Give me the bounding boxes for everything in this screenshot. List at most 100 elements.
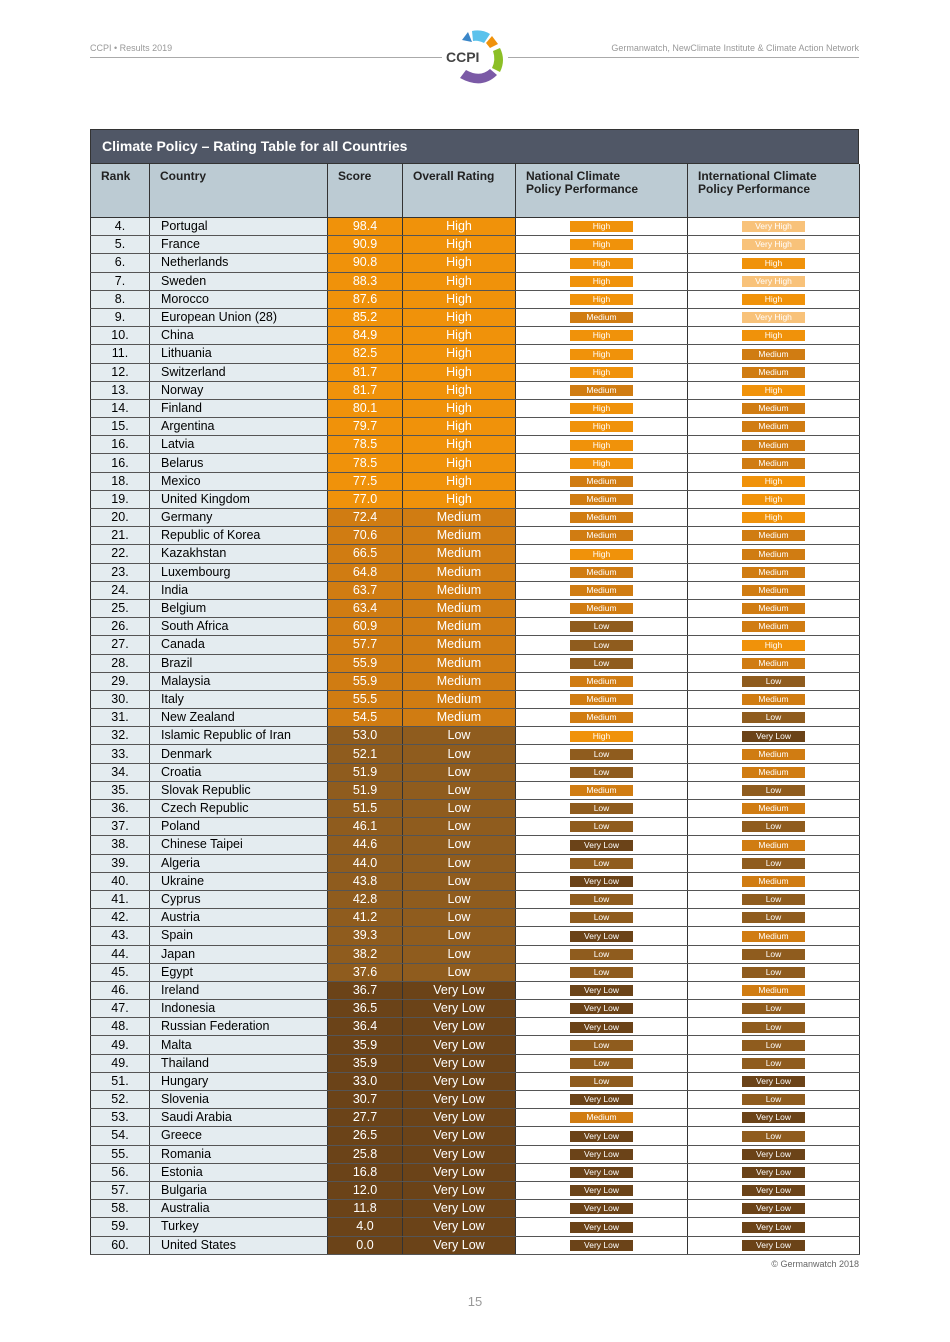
country: Turkey — [149, 1217, 328, 1237]
rank: 26. — [90, 617, 150, 637]
national-rating-badge: Very Low — [570, 1203, 633, 1215]
overall-rating: High — [402, 363, 516, 382]
rank: 25. — [90, 599, 150, 619]
col-country: Country — [149, 164, 328, 218]
international-cell: Low — [687, 999, 860, 1019]
table-row: 57. Bulgaria 12.0 Very Low Very Low Very Low — [90, 1181, 860, 1201]
national-cell: Medium — [515, 672, 688, 691]
national-cell: Medium — [515, 781, 688, 801]
country: Greece — [149, 1126, 328, 1146]
international-cell: Low — [687, 963, 860, 982]
international-cell: Very Low — [687, 1199, 860, 1219]
international-rating-badge: Very Low — [742, 1112, 805, 1124]
national-rating-badge: Very Low — [570, 985, 633, 997]
score: 84.9 — [327, 326, 403, 346]
national-rating-badge: Medium — [570, 566, 633, 578]
score: 12.0 — [327, 1181, 403, 1201]
national-rating-badge: Medium — [570, 603, 633, 615]
rank: 46. — [90, 981, 150, 1001]
country: Brazil — [149, 654, 328, 673]
table-row: 54. Greece 26.5 Very Low Very Low Low — [90, 1126, 860, 1146]
national-rating-badge: Medium — [570, 585, 633, 597]
national-rating-badge: Low — [570, 803, 633, 815]
country: United Kingdom — [149, 490, 328, 510]
national-cell: Low — [515, 635, 688, 655]
score: 77.5 — [327, 472, 403, 491]
country: Sweden — [149, 272, 328, 291]
international-rating-badge: Low — [742, 948, 805, 960]
international-cell: Low — [687, 908, 860, 928]
international-rating-badge: Medium — [742, 366, 805, 378]
country: Czech Republic — [149, 799, 328, 819]
country: Denmark — [149, 744, 328, 764]
country: Slovak Republic — [149, 781, 328, 801]
international-rating-badge: Medium — [742, 421, 805, 433]
table-row: 35. Slovak Republic 51.9 Low Medium Low — [90, 781, 860, 801]
country: Ukraine — [149, 872, 328, 891]
international-rating-badge: Medium — [742, 548, 805, 560]
table-row: 18. Mexico 77.5 High Medium High — [90, 472, 860, 491]
international-cell: Medium — [687, 872, 860, 891]
overall-rating: Medium — [402, 654, 516, 673]
international-rating-badge: High — [742, 330, 805, 342]
national-cell: Very Low — [515, 1236, 688, 1255]
international-cell: Very High — [687, 235, 860, 255]
rank: 58. — [90, 1199, 150, 1219]
international-cell: Low — [687, 1126, 860, 1146]
national-cell: Low — [515, 854, 688, 873]
table-row: 21. Republic of Korea 70.6 Medium Medium Medi… — [90, 526, 860, 546]
table-row: 14. Finland 80.1 High High Medium — [90, 399, 860, 419]
score: 11.8 — [327, 1199, 403, 1219]
overall-rating: Low — [402, 744, 516, 764]
national-rating-badge: Medium — [570, 712, 633, 724]
international-rating-badge: Medium — [742, 803, 805, 815]
international-cell: Medium — [687, 799, 860, 819]
header-divider — [90, 57, 442, 58]
international-rating-badge: High — [742, 494, 805, 506]
overall-rating: Low — [402, 963, 516, 982]
table-row: 43. Spain 39.3 Low Very Low Medium — [90, 926, 860, 946]
rank: 4. — [90, 217, 150, 237]
overall-rating: Very Low — [402, 1217, 516, 1237]
national-cell: Low — [515, 763, 688, 782]
international-cell: Very Low — [687, 1217, 860, 1237]
international-rating-badge: Medium — [742, 530, 805, 542]
score: 43.8 — [327, 872, 403, 891]
country: Indonesia — [149, 999, 328, 1019]
overall-rating: Low — [402, 799, 516, 819]
page-number: 15 — [467, 1294, 483, 1309]
national-cell: Very Low — [515, 1181, 688, 1201]
international-cell: Low — [687, 945, 860, 964]
overall-rating: Medium — [402, 526, 516, 546]
overall-rating: Very Low — [402, 1145, 516, 1164]
publisher-label: Germanwatch, NewClimate Institute & Clim… — [611, 43, 859, 53]
table-row: 16. Latvia 78.5 High High Medium — [90, 435, 860, 455]
national-cell: Low — [515, 654, 688, 673]
national-cell: Very Low — [515, 999, 688, 1019]
country: Lithuania — [149, 344, 328, 364]
international-cell: Low — [687, 854, 860, 873]
table-row: 25. Belgium 63.4 Medium Medium Medium — [90, 599, 860, 619]
score: 30.7 — [327, 1090, 403, 1110]
country: Republic of Korea — [149, 526, 328, 546]
country: Egypt — [149, 963, 328, 982]
rank: 45. — [90, 963, 150, 982]
overall-rating: Very Low — [402, 1163, 516, 1182]
country: Argentina — [149, 417, 328, 437]
overall-rating: High — [402, 235, 516, 255]
col-international: International Climate Policy Performance — [687, 164, 860, 218]
table-row: 56. Estonia 16.8 Very Low Very Low Very Low — [90, 1163, 860, 1182]
table-row: 46. Ireland 36.7 Very Low Very Low Medium — [90, 981, 860, 1001]
overall-rating: High — [402, 417, 516, 437]
rank: 28. — [90, 654, 150, 673]
country: Malta — [149, 1035, 328, 1055]
score: 4.0 — [327, 1217, 403, 1237]
international-cell: Low — [687, 1090, 860, 1110]
country: France — [149, 235, 328, 255]
rank: 16. — [90, 453, 150, 473]
score: 25.8 — [327, 1145, 403, 1164]
table-row: 26. South Africa 60.9 Medium Low Medium — [90, 617, 860, 637]
national-cell: Very Low — [515, 981, 688, 1001]
score: 26.5 — [327, 1126, 403, 1146]
